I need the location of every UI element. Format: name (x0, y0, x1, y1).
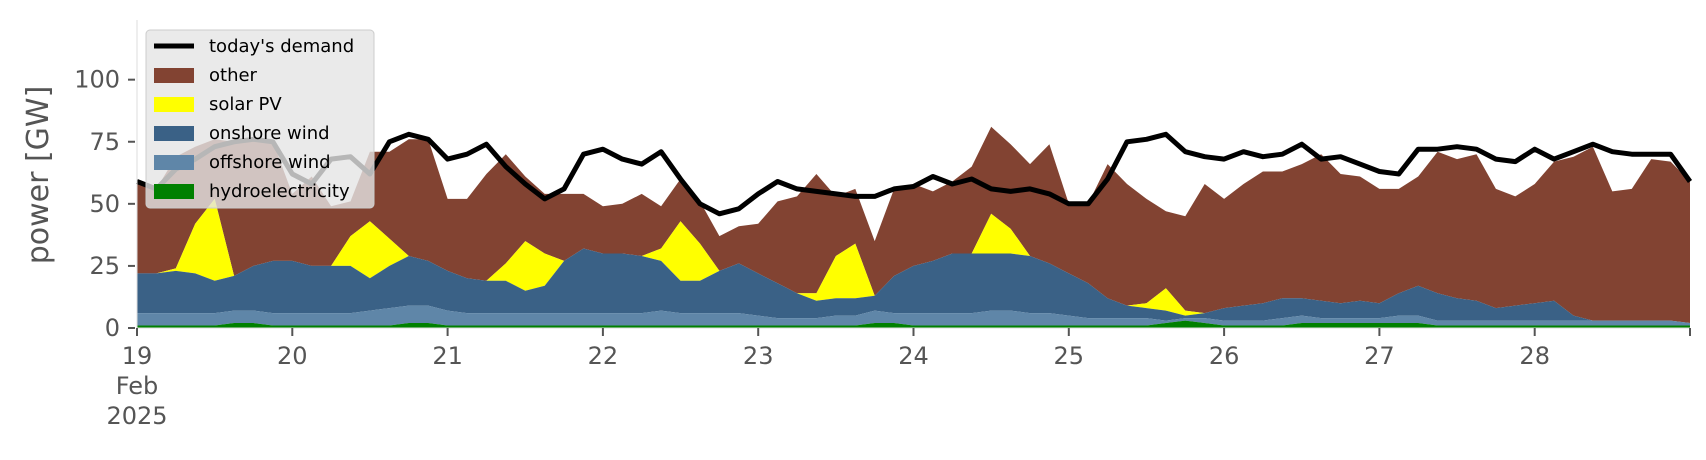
y-tick-label: 75 (89, 128, 120, 156)
legend-label-other: other (209, 65, 258, 86)
x-tick-sublabel-year: 2025 (106, 402, 167, 430)
y-tick-label: 100 (74, 66, 120, 94)
x-tick-label: 28 (1519, 342, 1550, 370)
legend-label-onshore-wind: onshore wind (209, 123, 330, 144)
legend-swatch-onshore-wind (154, 126, 194, 141)
x-tick-label: 20 (277, 342, 308, 370)
legend-swatch-offshore-wind (154, 155, 194, 170)
legend-swatch-hydroelectricity (154, 184, 194, 199)
plot-area (136, 126, 1693, 328)
x-tick-label: 22 (588, 342, 619, 370)
demand-line (136, 131, 1693, 217)
legend-label-offshore-wind: offshore wind (209, 152, 331, 173)
y-axis: 0 25 50 75 100 (74, 20, 138, 342)
y-axis-label: power [GW] (21, 86, 56, 265)
area-onshore-wind (137, 248, 1690, 323)
legend-swatch-solar-pv (154, 97, 194, 112)
legend-label-solar-pv: solar PV (209, 94, 282, 115)
legend-label-today-s-demand: today's demand (209, 36, 354, 57)
x-tick-label: 23 (743, 342, 774, 370)
x-tick-label: 19 (122, 342, 153, 370)
legend-swatch-other (154, 68, 194, 83)
legend-box (145, 29, 375, 209)
y-tick-label: 0 (105, 314, 120, 342)
x-tick-label: 26 (1209, 342, 1240, 370)
x-tick-label: 21 (432, 342, 463, 370)
legend-label-hydroelectricity: hydroelectricity (209, 181, 350, 202)
x-tick-sublabel-month: Feb (116, 372, 159, 400)
area-offshore-wind (137, 305, 1690, 326)
x-tick-label: 27 (1364, 342, 1395, 370)
area-other (137, 126, 1690, 323)
x-tick-label: 25 (1054, 342, 1085, 370)
x-tick-label: 24 (898, 342, 929, 370)
area-hydroelectricity (137, 320, 1690, 328)
legend: today's demand other solar PV onshore wind o… (145, 29, 375, 209)
y-tick-label: 50 (89, 190, 120, 218)
y-tick-label: 25 (89, 252, 120, 280)
